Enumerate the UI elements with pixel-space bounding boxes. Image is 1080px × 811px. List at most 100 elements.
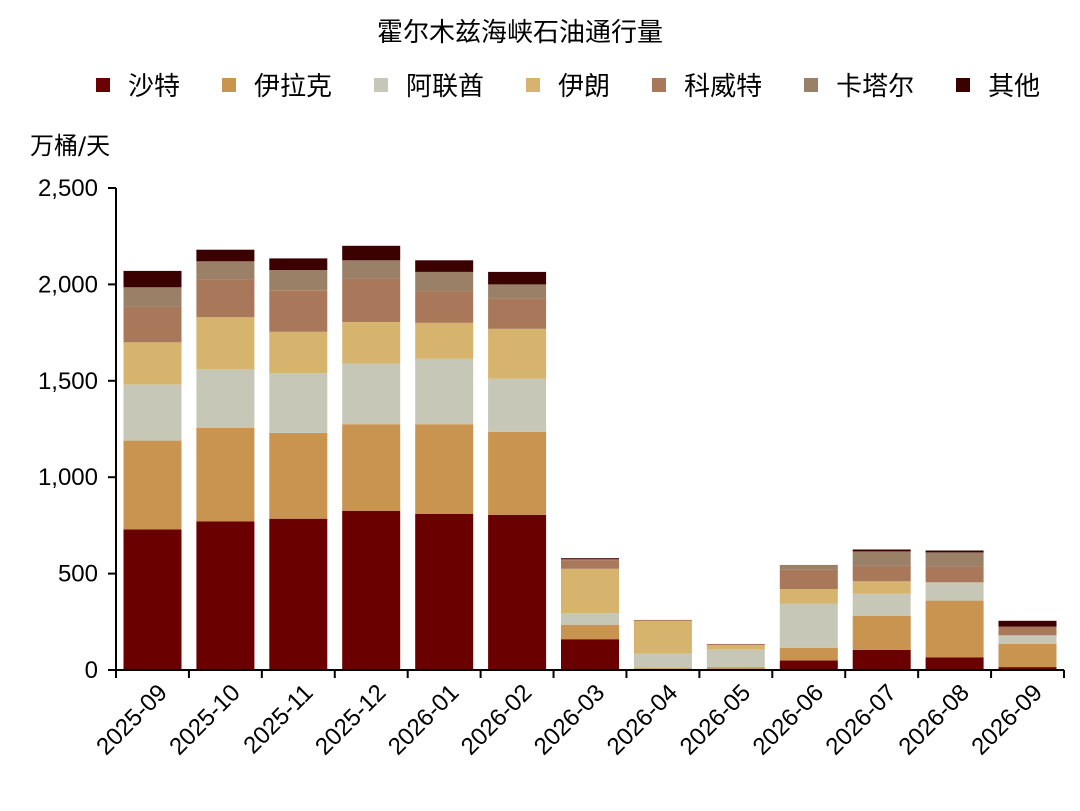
- y-tick-label: 500: [58, 561, 98, 588]
- legend-swatch: [956, 77, 971, 92]
- bar-segment: [925, 582, 984, 601]
- legend-swatch: [96, 77, 110, 92]
- bar-segment: [706, 644, 765, 645]
- bar-segment: [415, 271, 474, 292]
- bar-segment: [561, 624, 619, 640]
- bar-segment: [269, 432, 328, 519]
- x-tick-label: 2025-09: [91, 679, 172, 760]
- legend-label: 其他: [988, 72, 1041, 102]
- bar-segment: [342, 260, 401, 279]
- bar-segment: [269, 290, 328, 332]
- bar-segment: [779, 603, 838, 648]
- x-tick-label: 2026-03: [529, 679, 610, 760]
- bar-segment: [269, 518, 328, 670]
- y-tick-label: 1,000: [38, 464, 98, 491]
- bar-segment: [561, 560, 619, 569]
- bar-segment: [415, 358, 474, 425]
- bar-segment: [852, 565, 911, 582]
- bar-segment: [196, 369, 255, 428]
- bar-segment: [269, 373, 328, 433]
- legend-label: 阿联酋: [406, 72, 485, 102]
- legend-item: 阿联酋: [374, 66, 484, 103]
- bar-segment: [488, 271, 547, 285]
- bar-segment: [196, 261, 255, 280]
- bar-segment: [925, 566, 984, 583]
- bar-segment: [123, 440, 182, 530]
- bar-segment: [925, 550, 984, 553]
- bar-segment: [779, 569, 838, 589]
- bar-segment: [342, 424, 401, 511]
- x-tick-label: 2025-12: [310, 679, 391, 760]
- bar-segment: [852, 581, 911, 594]
- bar-segment: [998, 620, 1057, 627]
- bar-segment: [998, 635, 1057, 644]
- y-tick-label: 2,000: [38, 271, 98, 298]
- legend-item: 沙特: [96, 66, 180, 103]
- legend-label: 伊朗: [558, 72, 611, 102]
- bar-segment: [852, 551, 911, 566]
- bar-segment: [342, 245, 401, 261]
- bar-segment: [342, 322, 401, 364]
- bar-segment: [415, 424, 474, 514]
- bar-segment: [633, 620, 692, 654]
- bar-segment: [779, 660, 838, 670]
- bar-segment: [123, 287, 182, 307]
- legend-item: 科威特: [652, 66, 762, 103]
- bar-segment: [561, 558, 619, 560]
- legend-swatch: [526, 77, 541, 92]
- x-tick-label: 2026-01: [383, 679, 464, 760]
- bar-segment: [269, 258, 328, 270]
- bar-segment: [196, 521, 255, 670]
- bar-segment: [196, 279, 255, 318]
- bar-segment: [415, 323, 474, 359]
- bar-segment: [633, 619, 692, 621]
- bar-segment: [196, 317, 255, 370]
- legend-item: 伊朗: [526, 66, 610, 103]
- y-tick-label: 0: [85, 657, 98, 684]
- legend-item: 其他: [956, 66, 1040, 103]
- x-tick-label: 2026-09: [966, 679, 1047, 760]
- x-tick-label: 2026-04: [602, 679, 683, 760]
- bar-segment: [998, 667, 1057, 670]
- bar-segment: [196, 428, 255, 522]
- bar-segment: [488, 298, 547, 329]
- bar-segment: [415, 291, 474, 323]
- legend-label: 沙特: [128, 72, 181, 102]
- bar-segment: [488, 431, 547, 515]
- x-tick-label: 2026-05: [675, 679, 756, 760]
- bar-segment: [488, 284, 547, 299]
- bar-segment: [561, 559, 619, 561]
- bar-segment: [633, 653, 692, 669]
- legend-swatch: [652, 77, 667, 92]
- x-tick-label: 2026-08: [893, 679, 974, 760]
- bar-segment: [196, 249, 255, 262]
- bar-segment: [925, 600, 984, 658]
- bar-segment: [123, 529, 182, 670]
- x-tick-label: 2026-06: [748, 679, 829, 760]
- bar-segment: [706, 644, 765, 650]
- bar-segment: [561, 568, 619, 614]
- legend: 沙特 伊拉克 阿联酋 伊朗 科威特 卡塔尔 其他: [96, 66, 1080, 103]
- bar-segment: [415, 513, 474, 670]
- bar-segment: [342, 510, 401, 670]
- legend-swatch: [222, 77, 237, 92]
- bar-segment: [852, 593, 911, 616]
- bar-segment: [123, 270, 182, 288]
- bar-segment: [852, 549, 911, 552]
- legend-label: 伊拉克: [254, 72, 333, 102]
- bar-segment: [779, 647, 838, 661]
- x-tick-label: 2026-02: [456, 679, 537, 760]
- bar-segment: [925, 657, 984, 670]
- bar-segment: [561, 639, 619, 670]
- y-tick-label: 2,500: [38, 175, 98, 202]
- legend-item: 伊拉克: [222, 66, 332, 103]
- chart-title: 霍尔木兹海峡石油通行量: [376, 18, 663, 48]
- bar-segment: [488, 378, 547, 432]
- bar-segment: [852, 616, 911, 650]
- bar-segment: [706, 667, 765, 670]
- legend-label: 科威特: [684, 72, 763, 102]
- y-axis-label: 万桶/天: [30, 132, 111, 160]
- bar-segment: [415, 260, 474, 272]
- x-tick-label: 2025-11: [238, 679, 318, 759]
- bar-segment: [998, 626, 1057, 636]
